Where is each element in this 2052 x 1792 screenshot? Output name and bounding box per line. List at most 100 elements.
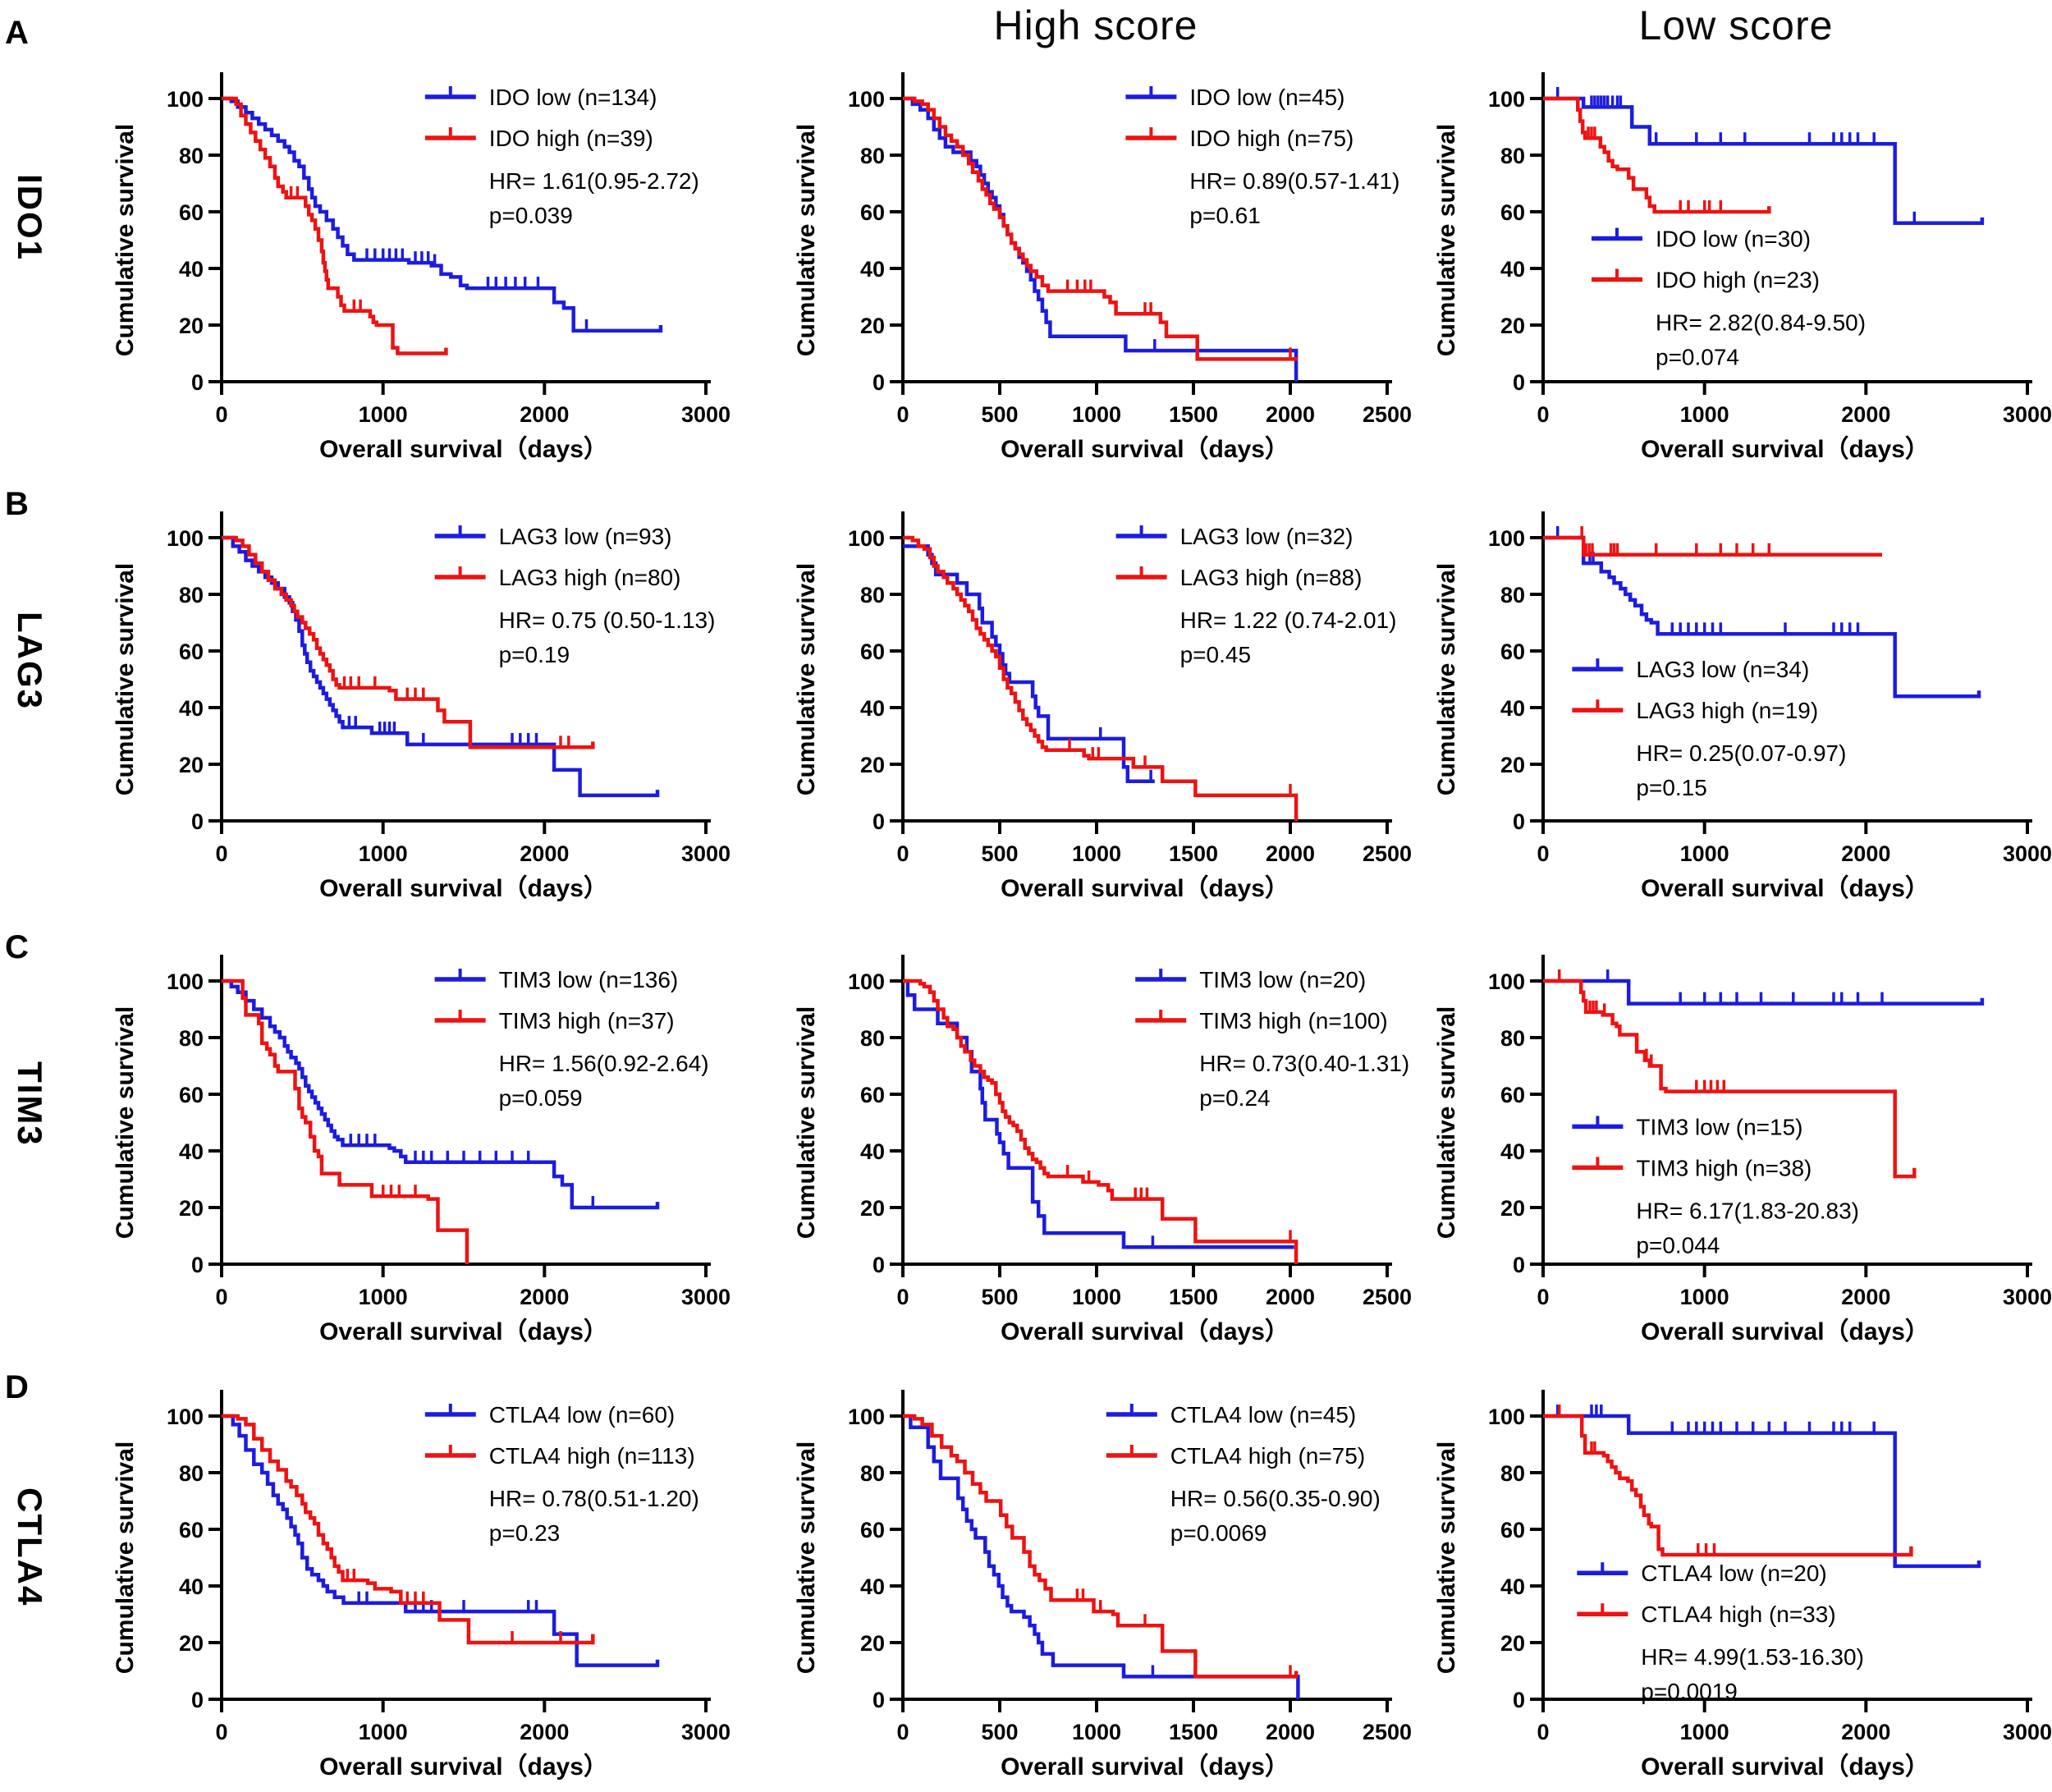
x-tick-label: 0 <box>896 402 909 427</box>
p-value-text: p=0.074 <box>1656 345 1739 370</box>
legend-label-high: IDO high (n=39) <box>489 126 653 151</box>
y-tick-label: 40 <box>860 257 885 282</box>
x-tick-label: 2000 <box>1841 402 1890 427</box>
legend-label-high: IDO high (n=75) <box>1189 126 1353 151</box>
survival-curve-low <box>1543 978 1985 1006</box>
y-tick-label: 80 <box>1500 1026 1525 1051</box>
survival-curve-high <box>1543 535 1882 557</box>
x-axis-title: Overall survival（days） <box>319 874 608 902</box>
km-panel-tim3-overall: 0 1000 2000 3000 0 20 40 60 80 100 Overall surviva… <box>98 932 731 1359</box>
y-tick-label: 80 <box>860 1461 885 1486</box>
survival-curve-low <box>903 96 1299 382</box>
x-axis-title: Overall survival（days） <box>1641 1318 1930 1345</box>
x-axis-title: Overall survival（days） <box>1001 874 1289 902</box>
x-tick-label: 1000 <box>1680 841 1729 866</box>
x-tick-label: 1000 <box>1072 402 1121 427</box>
y-tick-label: 100 <box>848 1405 885 1429</box>
column-header-low-score: Low score <box>1638 2 1834 48</box>
legend-label-high: IDO high (n=23) <box>1656 268 1820 293</box>
panel-letter-b: B <box>5 486 29 522</box>
y-tick-label: 0 <box>1513 1253 1525 1277</box>
x-tick-label: 1500 <box>1169 841 1218 866</box>
y-tick-label: 20 <box>860 1631 885 1656</box>
hr-text: HR= 0.73(0.40-1.31) <box>1199 1051 1409 1076</box>
legend-label-high: TIM3 high (n=37) <box>499 1008 675 1033</box>
x-tick-label: 3000 <box>2003 402 2052 427</box>
y-tick-label: 20 <box>1500 1631 1525 1656</box>
x-tick-label: 2000 <box>1266 1720 1315 1744</box>
x-tick-label: 2000 <box>520 1720 569 1744</box>
y-tick-label: 20 <box>1500 1196 1525 1221</box>
x-tick-label: 2000 <box>1266 402 1315 427</box>
x-tick-label: 0 <box>896 841 909 866</box>
legend-label-low: IDO low (n=30) <box>1656 227 1811 252</box>
y-tick-label: 20 <box>860 1196 885 1221</box>
km-chart-svg: 0 1000 2000 3000 0 20 40 60 80 100 Overall surviva… <box>112 1390 731 1781</box>
y-tick-label: 40 <box>1500 1574 1525 1599</box>
y-axis-title: Cumulative survival <box>112 1006 139 1239</box>
y-tick-label: 40 <box>1500 257 1525 282</box>
p-value-text: p=0.059 <box>499 1085 583 1111</box>
x-tick-label: 500 <box>981 402 1018 427</box>
x-tick-label: 0 <box>1537 402 1549 427</box>
y-tick-label: 100 <box>1488 526 1525 551</box>
y-tick-label: 80 <box>860 144 885 168</box>
km-panel-ido1-overall: 0 1000 2000 3000 0 20 40 60 80 100 Overall surviva… <box>98 49 731 476</box>
x-axis-title: Overall survival（days） <box>1641 1753 1930 1781</box>
y-tick-label: 40 <box>860 696 885 721</box>
y-tick-label: 40 <box>860 1574 885 1599</box>
y-tick-label: 60 <box>179 1083 204 1107</box>
x-tick-label: 3000 <box>2003 1720 2052 1744</box>
y-tick-label: 0 <box>873 809 885 834</box>
hr-text: HR= 0.25(0.07-0.97) <box>1636 740 1846 766</box>
y-axis-title: Cumulative survival <box>112 124 139 356</box>
survival-curve-low <box>222 96 663 333</box>
p-value-text: p=0.039 <box>489 203 573 228</box>
km-chart-svg: 0 500 1000 1500 2000 2500 0 20 40 60 80 100 Overall … <box>793 72 1412 463</box>
y-tick-label: 80 <box>179 1461 204 1486</box>
legend-label-high: CTLA4 high (n=33) <box>1641 1602 1835 1627</box>
x-tick-label: 1000 <box>359 402 408 427</box>
hr-text: HR= 6.17(1.83-20.83) <box>1636 1198 1859 1223</box>
y-tick-label: 20 <box>860 314 885 338</box>
x-tick-label: 1000 <box>1680 1285 1729 1309</box>
survival-curve-low <box>1543 96 1985 226</box>
x-tick-label: 1000 <box>1072 1285 1121 1309</box>
survival-curve-high <box>222 535 595 749</box>
y-tick-label: 20 <box>179 1196 204 1221</box>
hr-text: HR= 4.99(1.53-16.30) <box>1641 1644 1864 1670</box>
x-tick-label: 0 <box>1537 1720 1549 1744</box>
hr-text: HR= 0.78(0.51-1.20) <box>489 1486 699 1511</box>
row-label-ido1: IDO1 <box>11 173 49 262</box>
x-tick-label: 1000 <box>1680 402 1729 427</box>
survival-curve-high <box>1543 978 1917 1179</box>
x-tick-label: 0 <box>215 841 227 866</box>
km-chart-svg: 0 1000 2000 3000 0 20 40 60 80 100 Overall surviva… <box>112 511 731 902</box>
survival-curve-low <box>1543 1414 1981 1569</box>
x-tick-label: 3000 <box>2003 841 2052 866</box>
x-tick-label: 1500 <box>1169 402 1218 427</box>
x-tick-label: 3000 <box>681 841 731 866</box>
x-axis-title: Overall survival（days） <box>1641 435 1930 463</box>
column-header-high-score: High score <box>993 2 1198 48</box>
y-tick-label: 60 <box>1500 1083 1525 1107</box>
survival-curve-low <box>1543 535 1981 699</box>
y-tick-label: 40 <box>179 1139 204 1164</box>
legend-label-low: LAG3 low (n=32) <box>1180 524 1353 549</box>
x-tick-label: 500 <box>981 1285 1018 1309</box>
x-tick-label: 2500 <box>1363 841 1412 866</box>
y-tick-label: 60 <box>1500 1518 1525 1542</box>
x-axis-title: Overall survival（days） <box>1001 1753 1289 1781</box>
y-tick-label: 80 <box>1500 583 1525 607</box>
survival-curve-high <box>903 1414 1299 1679</box>
x-tick-label: 2000 <box>1841 841 1890 866</box>
y-tick-label: 60 <box>179 639 204 664</box>
x-tick-label: 0 <box>896 1285 909 1309</box>
x-tick-label: 500 <box>981 841 1018 866</box>
y-tick-label: 0 <box>191 1253 204 1277</box>
x-tick-label: 1000 <box>359 1720 408 1744</box>
x-tick-label: 2000 <box>1841 1720 1890 1744</box>
survival-curve-low <box>903 978 1294 1249</box>
km-chart-svg: 0 1000 2000 3000 0 20 40 60 80 100 Overall surviva… <box>1433 511 2052 902</box>
